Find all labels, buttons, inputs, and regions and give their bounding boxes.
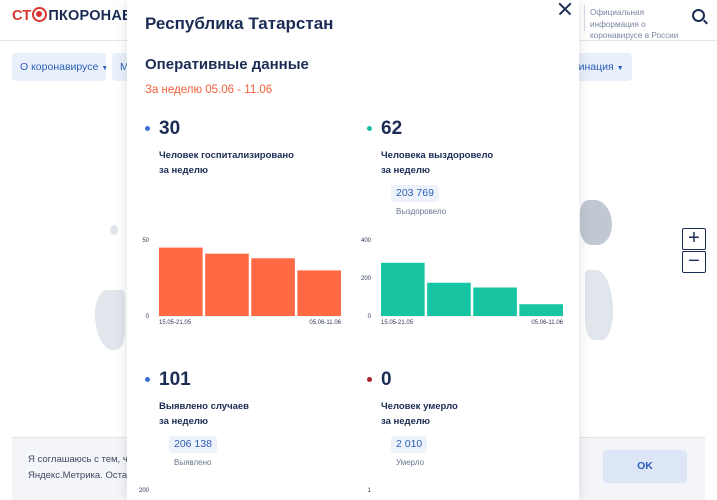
- y-tick-label: 400: [361, 238, 372, 244]
- nav-about-button[interactable]: О коронавирусе ▼: [12, 53, 106, 81]
- recovered-bar-chart: 0 200 400 15.05-21.05 05.06-11.06: [361, 238, 564, 326]
- map-zoom-in-button[interactable]: +: [682, 228, 706, 250]
- y-tick-label: 1: [368, 488, 372, 494]
- stat-label: Человека выздоровело за неделю: [381, 148, 579, 178]
- logo-text-part1: СТ: [12, 8, 32, 24]
- stat-label-line1: Человек умерло: [381, 401, 458, 412]
- stat-label: Человек умерло за неделю: [381, 399, 579, 429]
- nav-item-2-label: М: [120, 61, 129, 73]
- stat-deaths: 0 Человек умерло за неделю 2 010 Умерло: [367, 369, 577, 479]
- cookie-text-line2: Яндекс.Метрика. Оста: [28, 470, 128, 481]
- stat-cases: 101 Выявлено случаев за неделю 206 138 В…: [145, 369, 355, 479]
- cookie-text-line1: Я соглашаюсь с тем, ч: [28, 454, 128, 465]
- x-tick-label: 15.05-21.05: [159, 320, 192, 326]
- stat-value: 62: [381, 118, 403, 139]
- stat-label-line1: Выявлено случаев: [159, 401, 250, 412]
- stat-dot: [367, 126, 372, 131]
- site-logo[interactable]: СТ ПКОРОНАВИ: [12, 7, 143, 24]
- stat-label: Выявлено случаев за неделю: [159, 399, 359, 429]
- y-tick-label: 200: [139, 488, 150, 494]
- bar-22.05-28.05[interactable]: [205, 253, 249, 316]
- cookie-text: Я соглашаюсь с тем, ч Яндекс.Метрика. Ос…: [28, 452, 128, 484]
- x-tick-label: 05.06-11.06: [531, 320, 563, 326]
- stat-dot: [145, 126, 150, 131]
- chevron-down-icon: ▼: [101, 65, 106, 72]
- map-region-shape: [95, 290, 125, 350]
- stat-total-value: 203 769: [391, 185, 439, 202]
- header-divider: [584, 5, 585, 31]
- hospitalized-bar-chart: 0 50 15.05-21.05 05.06-11.06: [142, 238, 341, 326]
- stat-total-value: 2 010: [391, 436, 428, 453]
- x-tick-label: 05.06-11.06: [309, 320, 341, 326]
- virus-logo-icon: [32, 7, 48, 22]
- chevron-down-icon: ▼: [616, 65, 624, 72]
- map-region-shape: [585, 270, 613, 340]
- y-tick-label: 200: [361, 276, 372, 282]
- y-tick-label: 0: [368, 314, 372, 320]
- search-icon[interactable]: [692, 9, 705, 22]
- stat-label-line2: за неделю: [381, 416, 431, 427]
- modal-title: Республика Татарстан: [145, 14, 334, 33]
- close-icon[interactable]: [557, 0, 575, 18]
- stat-total-label: Выявлено: [174, 458, 212, 467]
- stat-total-value: 206 138: [169, 436, 217, 453]
- stat-label: Человек госпитализировано за неделю: [159, 148, 359, 178]
- y-tick-label: 0: [146, 314, 150, 320]
- stat-total-label: Умерло: [396, 458, 425, 467]
- stat-total-label: Выздоровело: [396, 207, 447, 216]
- deaths-bar-chart: 1: [368, 488, 372, 494]
- stat-label-line2: за неделю: [159, 165, 209, 176]
- stat-label-line2: за неделю: [159, 416, 209, 427]
- map-region-shape: [580, 200, 612, 245]
- stat-value: 101: [159, 369, 191, 390]
- cases-bar-chart: 200: [139, 488, 150, 494]
- cookie-ok-button[interactable]: OK: [603, 450, 687, 483]
- stat-recovered: 62 Человека выздоровело за неделю 203 76…: [367, 118, 577, 228]
- nav-about-label: О коронавирусе: [20, 61, 99, 73]
- map-zoom-out-button[interactable]: −: [682, 251, 706, 273]
- stat-hospitalized: 30 Человек госпитализировано за неделю: [145, 118, 355, 218]
- bar-05.06-11.06[interactable]: [297, 270, 341, 316]
- stat-dot: [367, 377, 372, 382]
- stat-dot: [145, 377, 150, 382]
- x-tick-label: 15.05-21.05: [381, 320, 414, 326]
- logo-text-part2: ПКОРОНАВИ: [48, 8, 144, 24]
- nav-vaccination-label: кцинация: [568, 61, 614, 73]
- bar-22.05-28.05[interactable]: [427, 282, 471, 316]
- official-info-text[interactable]: Официальная информация о коронавирусе в …: [590, 8, 679, 40]
- stat-value: 30: [159, 118, 181, 139]
- stat-label-line1: Человека выздоровело: [381, 150, 494, 161]
- bar-15.05-21.05[interactable]: [381, 262, 425, 316]
- bar-29.05-04.06[interactable]: [473, 287, 517, 317]
- stat-value: 0: [381, 369, 392, 390]
- stat-label-line2: за неделю: [381, 165, 431, 176]
- bar-05.06-11.06[interactable]: [519, 304, 563, 316]
- map-region-shape: [110, 225, 118, 235]
- bar-29.05-04.06[interactable]: [251, 258, 295, 316]
- bar-15.05-21.05[interactable]: [159, 247, 203, 316]
- stat-label-line1: Человек госпитализировано: [159, 150, 294, 161]
- modal-period: За неделю 05.06 - 11.06: [145, 84, 273, 96]
- y-tick-label: 50: [142, 238, 149, 244]
- region-modal: Республика Татарстан Оперативные данные …: [127, 0, 579, 500]
- modal-subtitle: Оперативные данные: [145, 56, 309, 73]
